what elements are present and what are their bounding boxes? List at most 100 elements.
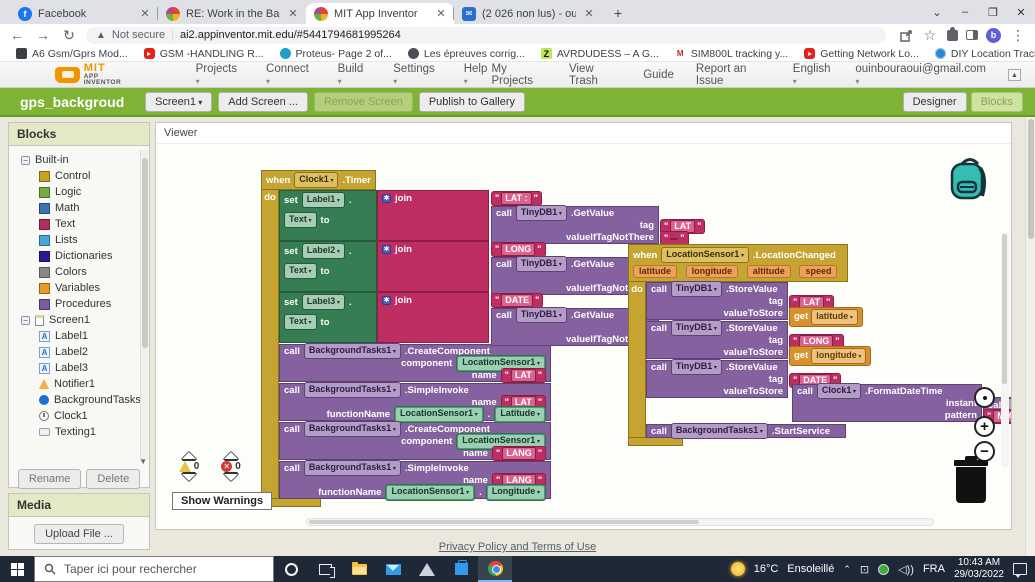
collapse-warnings-icon[interactable] [182, 452, 196, 459]
error-counter[interactable]: ✕ 0 [220, 452, 242, 481]
block-string[interactable]: " LAT : " [491, 191, 542, 206]
tab-facebook[interactable]: f Facebook ✕ [10, 3, 158, 24]
block-join[interactable]: ✱ join [377, 241, 489, 292]
weather-temp[interactable]: 16°C [753, 563, 779, 575]
close-tab-icon[interactable]: ✕ [288, 7, 298, 20]
side-panel-icon[interactable] [966, 30, 978, 40]
close-tab-icon[interactable]: ✕ [140, 7, 150, 20]
tinydb1-dropdown[interactable]: TinyDB1 [670, 359, 722, 375]
text-prop-dropdown[interactable]: Text [284, 314, 317, 330]
backpack-icon[interactable] [944, 152, 996, 204]
expand-errors-icon[interactable] [224, 474, 238, 481]
designer-view-button[interactable]: Designer [902, 91, 967, 112]
bookmark[interactable]: Z AVRDUDESS – A G... [535, 48, 665, 60]
text-prop-dropdown[interactable]: Text [284, 212, 317, 228]
cortana-button[interactable] [274, 556, 308, 582]
chrome-button[interactable] [478, 556, 512, 582]
drawer-dictionaries[interactable]: Dictionaries [9, 248, 149, 264]
mutator-icon[interactable]: ✱ [382, 296, 391, 305]
component-clock1[interactable]: Clock1 [9, 408, 149, 424]
privacy-link[interactable]: Privacy Policy and Terms of Use [438, 541, 597, 553]
expand-warnings-icon[interactable] [182, 474, 196, 481]
tinydb1-dropdown[interactable]: TinyDB1 [670, 281, 722, 297]
link-my-projects[interactable]: My Projects [491, 62, 534, 87]
tinydb1-dropdown[interactable]: TinyDB1 [515, 205, 567, 221]
back-icon[interactable]: ← [10, 27, 24, 43]
locationsensor1-block[interactable]: LocationSensor1 [456, 354, 546, 372]
menu-connect[interactable]: Connect [266, 63, 312, 87]
app-triangle-button[interactable] [410, 556, 444, 582]
forward-icon[interactable]: → [36, 27, 50, 43]
menu-settings[interactable]: Settings [393, 63, 437, 87]
bookmark[interactable]: GSM -HANDLING R... [138, 48, 270, 60]
block-get-latitude[interactable]: get latitude [789, 307, 863, 327]
drawer-math[interactable]: Math [9, 200, 149, 216]
tab-mail[interactable]: ✉ (2 026 non lus) - ouni_bouraoui ✕ [453, 3, 602, 24]
bookmark[interactable]: Proteus- Page 2 of... [274, 48, 398, 60]
browser-menu-icon[interactable]: ⋮ [1011, 26, 1025, 43]
menu-help[interactable]: Help [464, 63, 492, 87]
bookmark[interactable]: M SIM800L tracking y... [669, 48, 794, 60]
screen-selector[interactable]: Screen1 [145, 91, 213, 112]
delete-button[interactable]: Delete [86, 469, 141, 489]
block-string[interactable]: " LAT " [500, 367, 546, 383]
component-backgroundtasks1[interactable]: BackgroundTasks1 [9, 392, 149, 408]
mutator-icon[interactable]: ✱ [382, 194, 391, 203]
block-string[interactable]: " LONG " [789, 334, 844, 349]
account-menu[interactable]: ouinbouraoui@gmail.com [855, 63, 986, 87]
rename-button[interactable]: Rename [17, 469, 82, 489]
clock1-dropdown[interactable]: Clock1 [294, 172, 339, 188]
reload-icon[interactable]: ↻ [63, 26, 75, 43]
add-screen-button[interactable]: Add Screen ... [218, 91, 308, 112]
start-button[interactable] [0, 562, 34, 576]
tinydb1-dropdown[interactable]: TinyDB1 [515, 307, 567, 323]
label2-dropdown[interactable]: Label2 [301, 243, 345, 259]
profile-avatar[interactable]: b [986, 27, 1001, 43]
block-join[interactable]: ✱ join [377, 190, 489, 241]
publish-gallery-button[interactable]: Publish to Gallery [418, 91, 526, 112]
param-speed[interactable]: speed [799, 265, 838, 278]
collapse-icon[interactable]: − [21, 155, 30, 165]
link-view-trash[interactable]: View Trash [568, 62, 598, 87]
locationsensor1-block[interactable]: LocationSensor1 [456, 432, 546, 450]
drawer-procedures[interactable]: Procedures [9, 296, 149, 312]
collapse-errors-icon[interactable] [224, 452, 238, 459]
component-notifier1[interactable]: Notifier1 [9, 376, 149, 392]
trash-icon[interactable] [948, 456, 994, 510]
restore-button[interactable]: ❐ [988, 6, 998, 19]
block-string[interactable]: " LANG " [491, 445, 546, 461]
tinydb1-dropdown[interactable]: TinyDB1 [670, 320, 722, 336]
drawer-variables[interactable]: Variables [9, 280, 149, 296]
component-label2[interactable]: A Label2 [9, 344, 149, 360]
language-selector[interactable]: English [793, 63, 834, 87]
bookmark[interactable]: A6 Gsm/Gprs Mod... [10, 48, 134, 60]
close-tab-icon[interactable]: ✕ [436, 7, 446, 20]
text-prop-dropdown[interactable]: Text [284, 263, 317, 279]
latitude-dropdown[interactable]: Latitude [494, 405, 546, 423]
backgroundtasks1-dropdown[interactable]: BackgroundTasks1 [303, 460, 401, 476]
block-set-label1-text[interactable]: set Label1 . Text to ✱join [279, 190, 706, 246]
canvas-vertical-scrollbar[interactable] [1001, 232, 1009, 467]
center-blocks-button[interactable] [974, 387, 995, 408]
page-scrollbar[interactable] [1025, 117, 1035, 556]
scroll-top-button[interactable]: ▲ [1007, 68, 1021, 81]
keyboard-language[interactable]: FRA [922, 563, 945, 575]
tree-screen1[interactable]: − Screen1 [9, 312, 149, 328]
component-label3[interactable]: A Label3 [9, 360, 149, 376]
backgroundtasks1-dropdown[interactable]: BackgroundTasks1 [303, 382, 401, 398]
block-set-label3-text[interactable]: set Label3 . Text to ✱join [279, 292, 713, 348]
locationsensor1-dropdown[interactable]: LocationSensor1 [661, 247, 749, 263]
share-icon[interactable] [900, 29, 913, 42]
locationsensor1-block[interactable]: LocationSensor1 [385, 483, 476, 501]
upload-file-button[interactable]: Upload File ... [34, 524, 124, 544]
warning-counter[interactable]: 0 [178, 452, 200, 481]
block-string[interactable]: " LONG " [491, 242, 546, 257]
block-when-clock-timer[interactable]: when Clock1 .Timer do set [261, 170, 715, 507]
